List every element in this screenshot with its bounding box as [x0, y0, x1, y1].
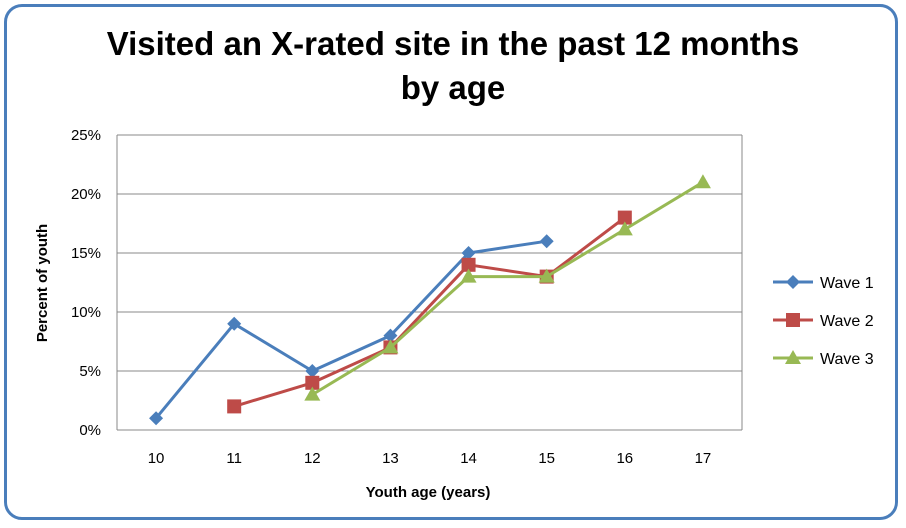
x-tick-label: 13 [382, 450, 399, 467]
series-line [311, 180, 704, 396]
x-tick-label: 10 [148, 450, 165, 467]
x-tick-label: 14 [460, 450, 477, 467]
x-axis-title: Youth age (years) [366, 484, 491, 501]
legend-marker [786, 275, 800, 289]
data-point [538, 268, 555, 283]
y-tick-label: 25% [71, 127, 101, 144]
legend-item: Wave 2 [773, 313, 874, 330]
data-point [460, 268, 477, 283]
y-tick-label: 5% [79, 363, 101, 380]
data-point [149, 411, 164, 426]
chart-title: Visited an X-rated site in the past 12 m… [0, 22, 906, 110]
data-point [382, 339, 399, 354]
x-tick-label: 17 [695, 450, 712, 467]
legend-item: Wave 3 [773, 350, 874, 368]
x-tick-label: 11 [226, 450, 242, 467]
data-point [461, 246, 476, 260]
y-tick-label: 10% [71, 304, 101, 321]
y-tick-label: 20% [71, 186, 101, 203]
grid-lines [116, 134, 743, 431]
legend-label: Wave 2 [820, 313, 874, 330]
x-tick-labels: 10 11 12 13 14 15 16 17 [148, 450, 712, 467]
y-tick-label: 15% [71, 245, 101, 262]
x-tick-label: 12 [304, 450, 321, 467]
data-point [304, 386, 321, 401]
x-tick-label: 15 [538, 450, 555, 467]
legend: Wave 1 Wave 2 Wave 3 [773, 275, 874, 368]
legend-label: Wave 1 [820, 275, 874, 292]
legend-marker [786, 313, 800, 327]
chart-title-line-1: Visited an X-rated site in the past 12 m… [106, 25, 800, 62]
y-tick-labels: 0% 5% 10% 15% 20% 25% [71, 127, 101, 439]
y-tick-label: 0% [79, 422, 101, 439]
series-wave-1 [149, 234, 554, 426]
x-tick-label: 16 [616, 450, 633, 467]
data-point [461, 257, 476, 272]
series-wave-3 [304, 174, 711, 401]
data-point [383, 328, 398, 343]
series-line [233, 216, 626, 408]
legend-label: Wave 3 [820, 351, 874, 368]
data-point [227, 399, 242, 414]
data-point [305, 375, 320, 390]
data-point [617, 210, 632, 225]
chart-frame [4, 4, 898, 520]
y-axis-title: Percent of youth [34, 224, 51, 342]
series-group [149, 174, 711, 426]
data-point [539, 234, 554, 249]
data-point [616, 221, 633, 236]
series-line [154, 239, 547, 420]
legend-marker [785, 350, 801, 364]
data-point [305, 364, 320, 378]
legend-item: Wave 1 [773, 275, 874, 292]
data-point [227, 316, 242, 331]
chart-title-line-2: by age [400, 69, 506, 106]
data-point [694, 174, 711, 189]
